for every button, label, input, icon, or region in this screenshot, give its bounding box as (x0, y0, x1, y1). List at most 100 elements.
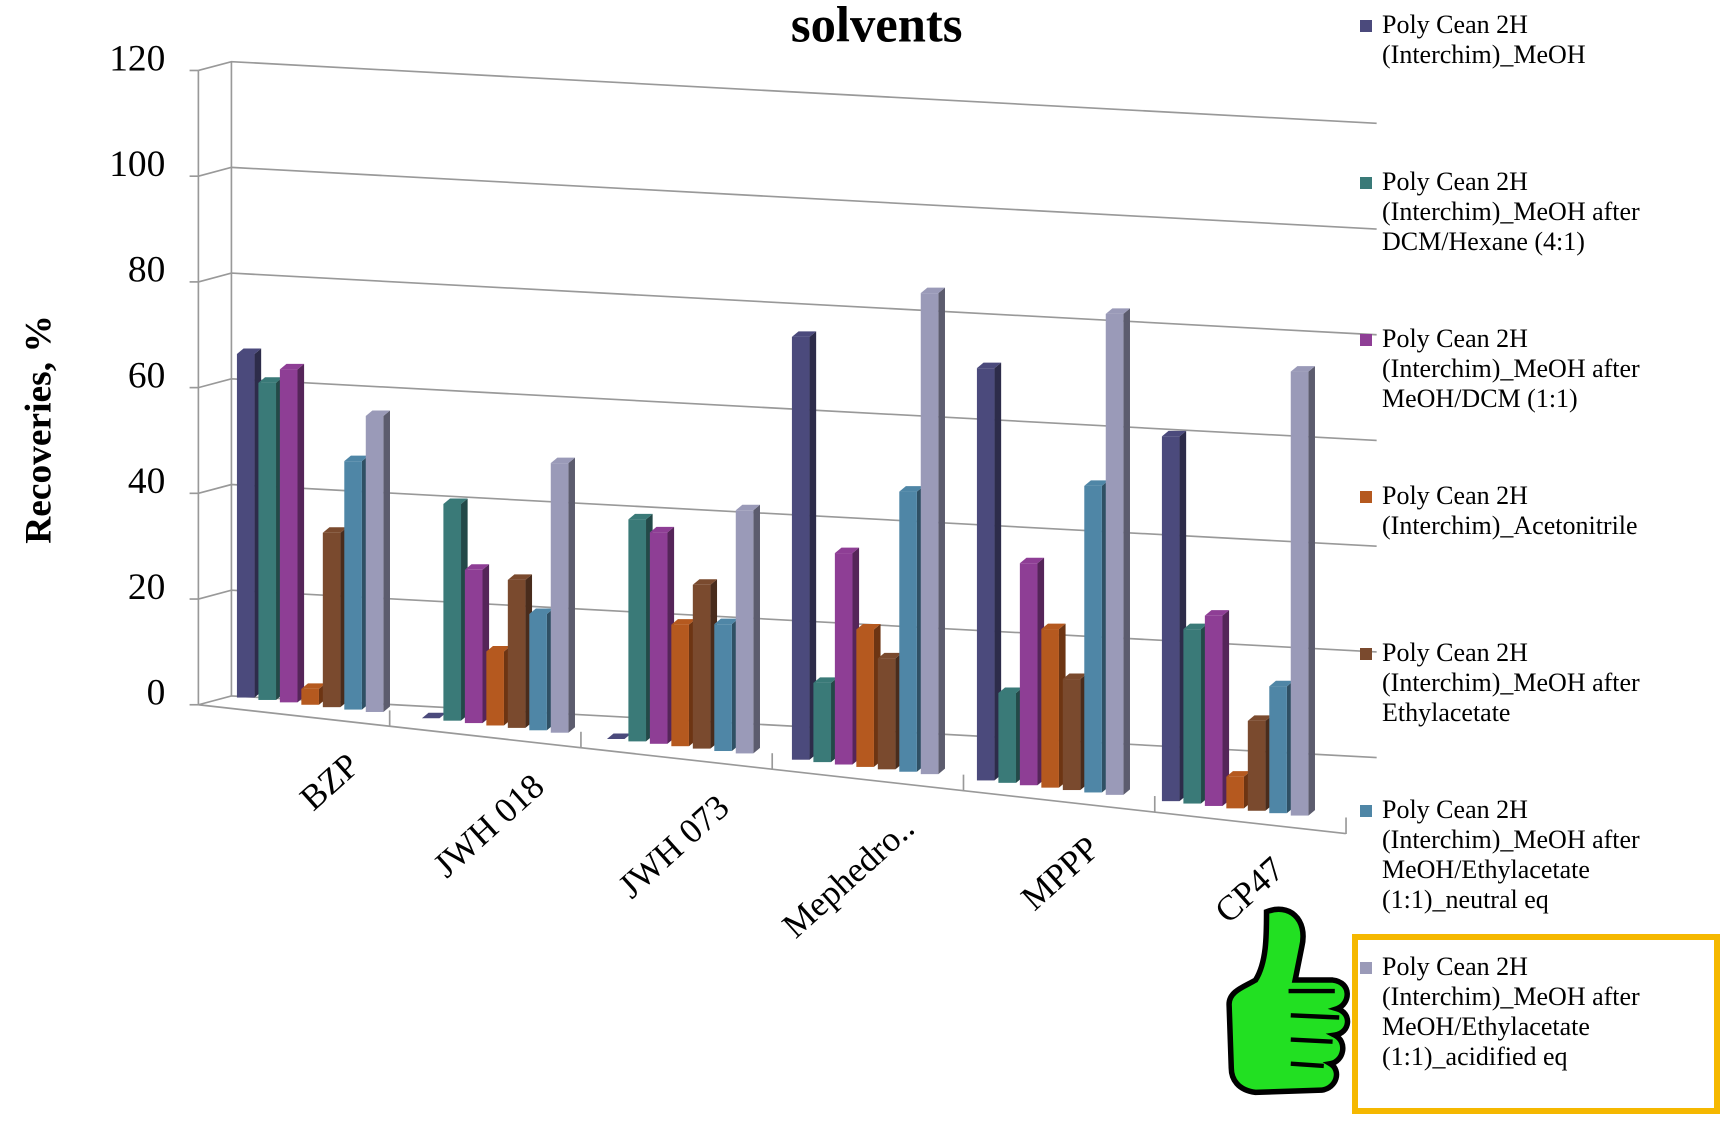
bar-top (998, 687, 1023, 693)
bar-top (735, 504, 760, 511)
y-tick-label: 100 (109, 144, 165, 185)
bar (1084, 485, 1102, 793)
legend-swatch (1360, 177, 1372, 189)
bar-top (791, 331, 817, 337)
legend-swatch (1360, 491, 1372, 503)
bar-side (1308, 366, 1315, 816)
bar (1105, 313, 1124, 795)
y-tick-label: 60 (128, 355, 165, 396)
chart-title: solvents (791, 0, 963, 52)
bar (856, 629, 874, 767)
bar-side (1222, 610, 1230, 806)
bar (1041, 629, 1059, 788)
bar (1247, 720, 1266, 811)
bar-top (714, 618, 739, 625)
legend-label: Poly Cean 2H (Interchim)_MeOH after Ethy… (1382, 638, 1640, 727)
x-tick-label: BZP (293, 746, 367, 818)
bar (1183, 629, 1202, 804)
bar-top (1226, 771, 1251, 777)
legend-label: Poly Cean 2H (Interchim)_MeOH after DCM/… (1382, 167, 1640, 256)
bar-top (529, 608, 554, 615)
legend-swatch (1360, 962, 1372, 974)
bar (1290, 371, 1309, 816)
legend-label: Poly Cean 2H (Interchim)_MeOH after MeOH… (1382, 324, 1640, 413)
bar (628, 519, 647, 742)
bar-top (1269, 680, 1294, 687)
bar-side (383, 410, 390, 712)
legend-swatch (1360, 805, 1372, 817)
bar-top (322, 527, 348, 533)
bar (692, 584, 711, 749)
bar (1204, 615, 1223, 806)
bar (877, 658, 896, 770)
bars (236, 287, 1315, 816)
bar (1062, 679, 1081, 791)
bar-top (628, 513, 653, 520)
legend-item: Poly Cean 2H (Interchim)_MeOH after MeOH… (1358, 324, 1718, 414)
y-tick-label: 80 (128, 250, 165, 291)
bar (486, 651, 504, 726)
bar-top (899, 486, 924, 492)
bar (998, 692, 1017, 783)
legend-item: Poly Cean 2H (Interchim)_MeOH after MeOH… (1358, 795, 1718, 915)
bar (671, 624, 689, 747)
thumb-lines (1288, 988, 1340, 1069)
bar-top (507, 574, 533, 580)
bar (1161, 436, 1180, 802)
bar-side (1123, 308, 1130, 795)
legend-swatch (1360, 648, 1372, 660)
bar (899, 491, 917, 772)
bar (735, 510, 754, 754)
bar (813, 682, 832, 763)
legend-item: Poly Cean 2H (Interchim)_MeOH after DCM/… (1358, 167, 1718, 257)
bar-top (920, 287, 945, 294)
bar-side (994, 362, 1002, 781)
bar-top (1041, 623, 1066, 630)
bar (976, 368, 995, 781)
grid-line (198, 166, 1377, 230)
legend-item: Poly Cean 2H (Interchim)_MeOH (1358, 10, 1718, 70)
bar (344, 461, 362, 710)
bar-side (297, 363, 305, 703)
legend-swatch (1360, 334, 1372, 346)
bar (322, 532, 341, 708)
bar-top (692, 579, 718, 585)
bar (791, 336, 810, 760)
bar-top (1062, 673, 1088, 680)
legend-label: Poly Cean 2H (Interchim)_MeOH (1382, 10, 1586, 69)
bar (236, 353, 255, 698)
bar (1019, 563, 1038, 786)
bar-top (1084, 480, 1109, 486)
bar-top (1161, 430, 1187, 437)
legend-item: Poly Cean 2H (Interchim)_MeOH after MeOH… (1358, 952, 1718, 1072)
bar (714, 624, 732, 752)
bar-top (550, 457, 575, 464)
bar (464, 569, 483, 724)
legend-item: Poly Cean 2H (Interchim)_Acetonitrile (1358, 481, 1718, 541)
x-tick-label: MPPP (1014, 829, 1107, 918)
legend-highlight (1352, 934, 1720, 1114)
bar-top (813, 677, 838, 683)
bar (1226, 776, 1244, 809)
bar-top (464, 564, 490, 570)
bar-top (649, 526, 675, 533)
bar-top (1204, 610, 1230, 616)
bar-side (568, 457, 575, 733)
bar (443, 503, 462, 721)
bar-top (421, 712, 447, 719)
bar-top (365, 410, 390, 416)
bar (550, 463, 569, 733)
grid-line (198, 272, 1377, 336)
bar-top (606, 733, 632, 739)
thumb-shape (1226, 906, 1351, 1096)
legend-swatch (1360, 20, 1372, 32)
bar-top (856, 623, 881, 630)
y-tick-label: 120 (109, 38, 165, 79)
bar (920, 293, 939, 775)
bar-top (301, 683, 326, 689)
bar-top (976, 362, 1002, 369)
bar (279, 369, 298, 703)
legend-label: Poly Cean 2H (Interchim)_MeOH after MeOH… (1382, 795, 1640, 914)
x-tick-label: JWH 018 (426, 766, 552, 885)
